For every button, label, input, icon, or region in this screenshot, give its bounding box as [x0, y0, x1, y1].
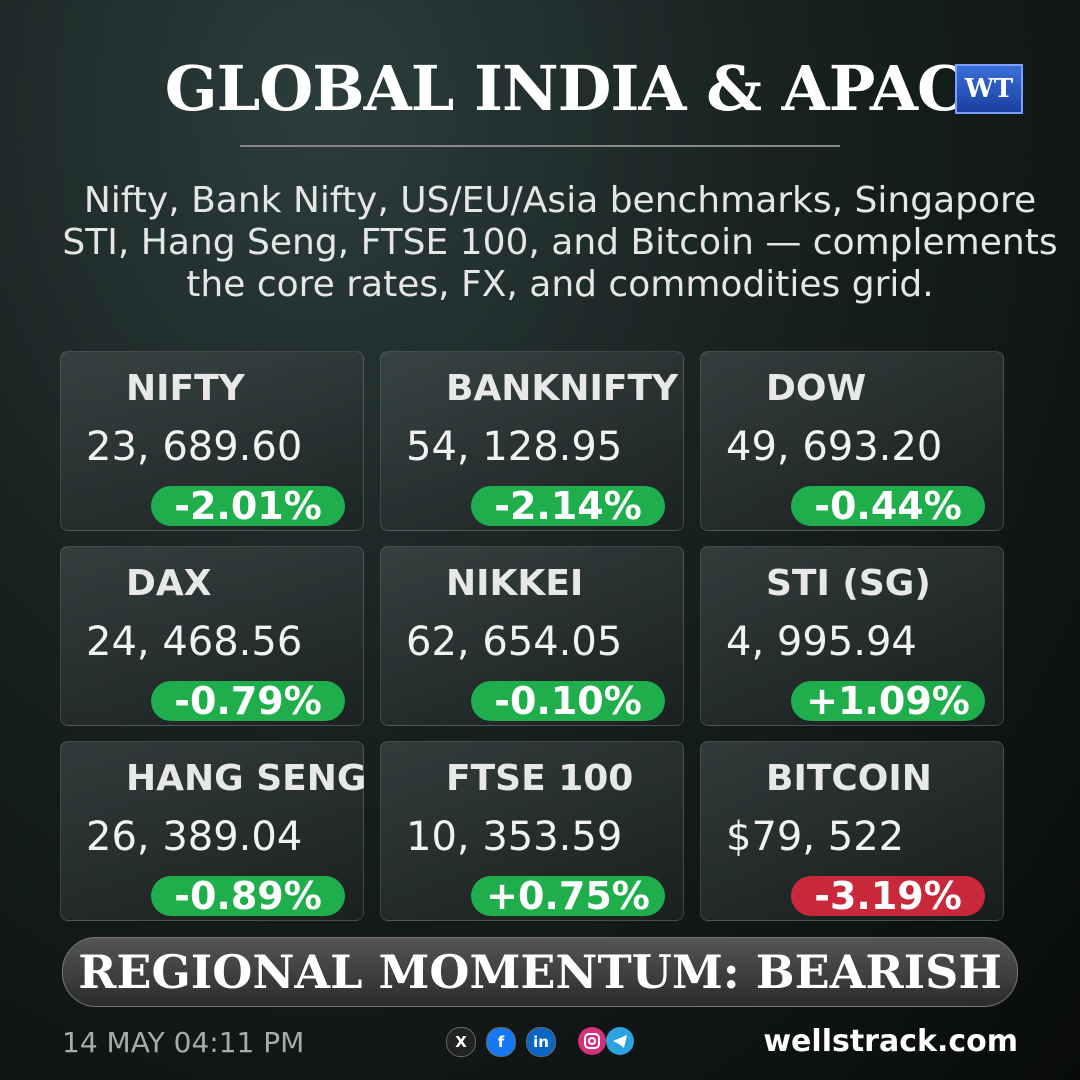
index-card: BANKNIFTY 54, 128.95 -2.14% [380, 351, 684, 531]
index-value: 49, 693.20 [726, 424, 943, 470]
change-badge: -2.14% [471, 486, 665, 526]
index-card: NIKKEI 62, 654.05 -0.10% [380, 546, 684, 726]
timestamp: 14 MAY 04:11 PM [62, 1026, 305, 1059]
instagram-glyph [584, 1033, 600, 1049]
change-badge: -0.44% [791, 486, 985, 526]
index-card: BITCOIN $79, 522 -3.19% [700, 741, 1004, 921]
divider [240, 145, 840, 147]
change-badge: +1.09% [791, 681, 985, 721]
index-name: STI (SG) [766, 563, 931, 604]
index-value: 54, 128.95 [406, 424, 623, 470]
index-value: 24, 468.56 [86, 619, 303, 665]
index-value: 23, 689.60 [86, 424, 303, 470]
change-badge: -0.89% [151, 876, 345, 916]
index-value: 26, 389.04 [86, 814, 303, 860]
index-name: NIKKEI [446, 563, 584, 604]
subtitle-line: Nifty, Bank Nifty, US/EU/Asia benchmarks… [83, 180, 1037, 221]
social-icon[interactable]: f [486, 1027, 516, 1057]
subtitle-line: the core rates, FX, and commodities grid… [186, 264, 934, 305]
index-name: HANG SENG [126, 758, 367, 799]
index-card: FTSE 100 10, 353.59 +0.75% [380, 741, 684, 921]
index-name: DOW [766, 368, 867, 409]
change-badge: -3.19% [791, 876, 985, 916]
index-name: FTSE 100 [446, 758, 634, 799]
index-name: BITCOIN [766, 758, 932, 799]
index-value: 62, 654.05 [406, 619, 623, 665]
momentum-banner: REGIONAL MOMENTUM: BEARISH [62, 937, 1018, 1007]
index-value: 4, 995.94 [726, 619, 917, 665]
change-badge: -2.01% [151, 486, 345, 526]
change-badge: -0.10% [471, 681, 665, 721]
subtitle-line: STI, Hang Seng, FTSE 100, and Bitcoin — … [62, 222, 1058, 263]
index-card: HANG SENG 26, 389.04 -0.89% [60, 741, 367, 921]
logo: WT [955, 64, 1023, 114]
site-link[interactable]: wellstrack.com [763, 1024, 1018, 1059]
index-card: NIFTY 23, 689.60 -2.01% [60, 351, 364, 531]
telegram-icon[interactable] [606, 1027, 634, 1055]
change-badge: -0.79% [151, 681, 345, 721]
index-name: DAX [126, 563, 212, 604]
instagram-icon[interactable] [578, 1027, 606, 1055]
index-card: DAX 24, 468.56 -0.79% [60, 546, 364, 726]
index-name: BANKNIFTY [446, 368, 679, 409]
telegram-glyph [613, 1035, 627, 1048]
index-name: NIFTY [126, 368, 245, 409]
index-value: 10, 353.59 [406, 814, 623, 860]
index-card: DOW 49, 693.20 -0.44% [700, 351, 1004, 531]
index-card: STI (SG) 4, 995.94 +1.09% [700, 546, 1004, 726]
index-value: $79, 522 [726, 814, 905, 860]
title: GLOBAL INDIA & APAC [164, 52, 967, 125]
social-icon[interactable]: in [526, 1027, 556, 1057]
change-badge: +0.75% [471, 876, 665, 916]
social-icon[interactable]: X [446, 1027, 476, 1057]
